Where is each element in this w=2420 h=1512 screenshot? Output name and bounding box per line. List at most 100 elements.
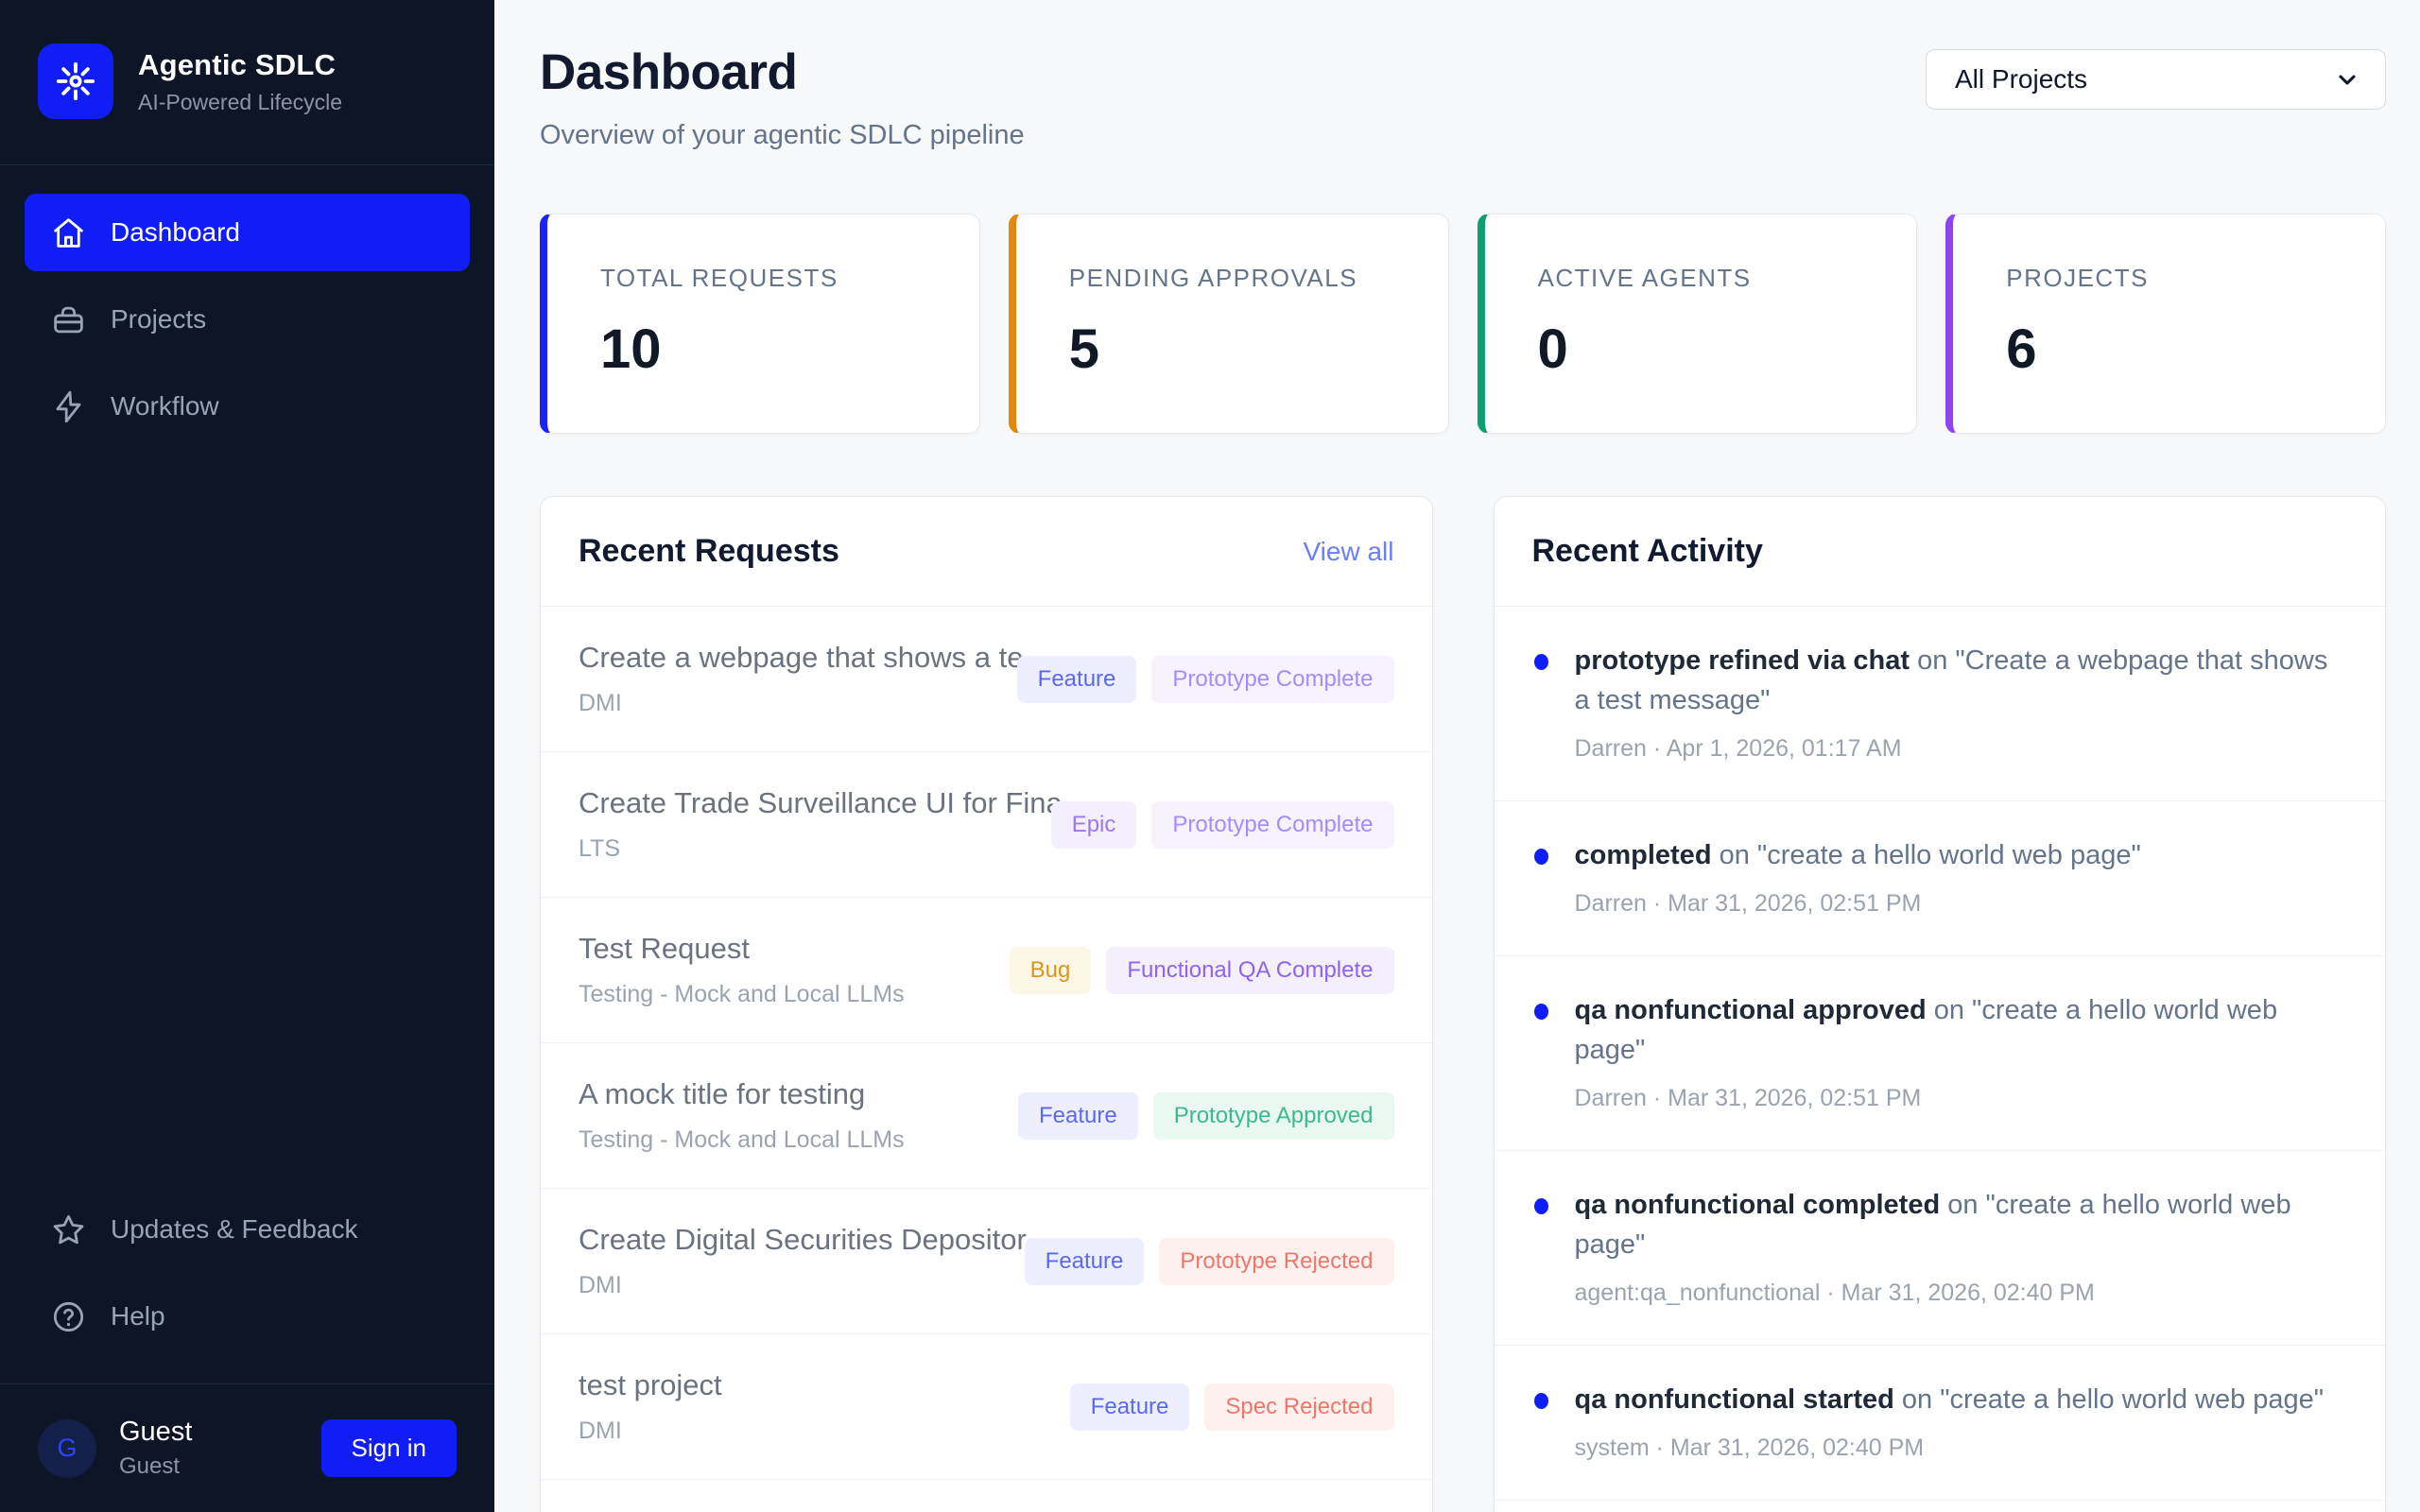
project-filter-value: All Projects	[1955, 64, 2088, 94]
activity-action: qa nonfunctional completed	[1574, 1190, 1941, 1221]
sidebar-item-updates-feedback[interactable]: Updates & Feedback	[25, 1191, 470, 1268]
badge-feature: Feature	[1017, 1091, 1138, 1140]
briefcase-icon	[51, 302, 86, 337]
request-badges: Feature Prototype Complete	[1016, 655, 1394, 703]
badge-functional-qa-complete: Functional QA Complete	[1106, 946, 1394, 994]
sidebar: Agentic SDLC AI-Powered Lifecycle Dashbo…	[0, 0, 494, 1512]
recent-requests-title: Recent Requests	[579, 533, 839, 569]
activity-dot-icon	[1533, 1393, 1548, 1410]
activity-target: "create a hello world web page"	[1940, 1384, 2325, 1416]
request-row[interactable]: Create Digital Securities Depositor... D…	[541, 1189, 1432, 1334]
recent-activity-title: Recent Activity	[1531, 533, 1763, 569]
stat-card-active-agents: ACTIVE AGENTS 0	[1477, 214, 1918, 434]
activity-item: completed on "create a hello world web p…	[1494, 801, 2385, 957]
stat-label: PROJECTS	[2006, 264, 2149, 292]
request-row[interactable]: test project DMI Feature Spec Rejected	[541, 1334, 1432, 1480]
activity-meta: agent:qa_nonfunctional · Mar 31, 2026, 0…	[1574, 1280, 2095, 1307]
activity-item: prototype refined via chat on "Create a …	[1494, 607, 2385, 802]
main-nav: Dashboard Projects Workflow	[0, 165, 494, 473]
sidebar-item-label: Dashboard	[111, 217, 240, 247]
avatar: G	[38, 1418, 96, 1478]
request-project: Testing - Mock and Local LLMs	[579, 1126, 905, 1153]
activity-action: completed	[1574, 840, 1712, 871]
project-filter-select[interactable]: All Projects	[1926, 49, 2386, 110]
page-title: Dashboard	[540, 44, 798, 100]
stat-card-pending-approvals: PENDING APPROVALS 5	[1008, 214, 1449, 434]
request-badges: Bug Functional QA Complete	[1009, 946, 1394, 994]
recent-requests-panel: Recent Requests View all Create a webpag…	[540, 496, 1433, 1512]
sidebar-divider	[0, 164, 494, 165]
request-title: Create Trade Surveillance UI for Fina...	[579, 786, 1087, 819]
request-project: Testing - Mock and Local LLMs	[579, 981, 905, 1007]
stat-label: PENDING APPROVALS	[1068, 264, 1358, 292]
badge-prototype-approved: Prototype Approved	[1152, 1091, 1394, 1140]
sidebar-item-projects[interactable]: Projects	[25, 281, 470, 358]
sidebar-item-label: Help	[111, 1301, 165, 1331]
page-subtitle: Overview of your agentic SDLC pipeline	[540, 120, 1025, 150]
footer-nav: Updates & Feedback Help	[0, 1162, 494, 1383]
request-title: Create a webpage that shows a te...	[579, 641, 1048, 674]
activity-target: "Create a webpage that shows a test mess…	[1574, 645, 2328, 716]
request-title: Test Request	[579, 932, 750, 965]
request-row[interactable]: Create Trade Surveillance UI for Fina...…	[541, 752, 1432, 898]
sidebar-item-dashboard[interactable]: Dashboard	[25, 194, 470, 271]
app-subtitle: AI-Powered Lifecycle	[138, 89, 343, 114]
stat-cards: TOTAL REQUESTS 10 PENDING APPROVALS 5 AC…	[540, 214, 2386, 434]
user-row: G Guest Guest Sign in	[0, 1384, 494, 1512]
badge-prototype-rejected: Prototype Rejected	[1159, 1237, 1394, 1285]
activity-dot-icon	[1533, 849, 1548, 866]
app-title: Agentic SDLC	[138, 47, 337, 81]
badge-spec-rejected: Spec Rejected	[1204, 1383, 1394, 1431]
stat-label: TOTAL REQUESTS	[600, 264, 838, 292]
badge-prototype-complete: Prototype Complete	[1151, 800, 1394, 849]
request-row[interactable]: Test Request Testing - Mock and Local LL…	[541, 898, 1432, 1043]
stat-value: 6	[2006, 318, 2037, 380]
activity-item: qa nonfunctional completed on "create a …	[1494, 1151, 2385, 1347]
activity-connector: on	[1711, 840, 1757, 871]
request-project: DMI	[579, 690, 622, 716]
request-badges: Feature Spec Rejected	[1069, 1383, 1394, 1431]
request-badges: Feature Prototype Rejected	[1024, 1237, 1394, 1285]
sidebar-item-label: Projects	[111, 304, 207, 334]
request-row[interactable]: Create a webpage that shows a te... DMI …	[541, 607, 1432, 752]
sidebar-item-label: Workflow	[111, 391, 219, 421]
stat-card-total-requests: TOTAL REQUESTS 10	[540, 214, 980, 434]
activity-connector: on	[1926, 995, 1973, 1026]
brand: Agentic SDLC AI-Powered Lifecycle	[0, 0, 494, 164]
stat-value: 0	[1537, 318, 1568, 380]
sign-in-button[interactable]: Sign in	[320, 1419, 457, 1477]
activity-target: "create a hello world web page"	[1756, 840, 2141, 871]
sidebar-divider	[0, 1383, 494, 1384]
home-icon	[51, 215, 86, 250]
badge-bug: Bug	[1009, 946, 1092, 994]
sidebar-item-workflow[interactable]: Workflow	[25, 368, 470, 445]
page-header: Dashboard Overview of your agentic SDLC …	[540, 43, 2386, 151]
request-title: Create Digital Securities Depositor...	[579, 1223, 1049, 1256]
sidebar-item-help[interactable]: Help	[25, 1278, 470, 1355]
activity-dot-icon	[1533, 1004, 1548, 1021]
activity-dot-icon	[1533, 1198, 1548, 1215]
view-all-link[interactable]: View all	[1303, 536, 1394, 566]
badge-feature: Feature	[1069, 1383, 1190, 1431]
badge-prototype-complete: Prototype Complete	[1151, 655, 1394, 703]
badge-feature: Feature	[1016, 655, 1137, 703]
stat-card-projects: PROJECTS 6	[1945, 214, 2386, 434]
activity-meta: Darren · Mar 31, 2026, 02:51 PM	[1574, 1085, 1922, 1112]
request-project: LTS	[579, 835, 620, 862]
request-title: test project	[579, 1368, 722, 1401]
app-logo	[38, 43, 113, 119]
recent-activity-panel: Recent Activity prototype refined via ch…	[1493, 496, 2386, 1512]
request-row[interactable]: A mock title for testing Testing - Mock …	[541, 1043, 1432, 1189]
activity-item: qa nonfunctional started on "create a he…	[1494, 1346, 2385, 1502]
activity-connector: on	[1893, 1384, 1941, 1416]
activity-connector: on	[1910, 645, 1956, 676]
request-row[interactable]: create a hello world web page FeatureDon…	[541, 1480, 1432, 1512]
activity-connector: on	[1940, 1190, 1986, 1221]
activity-meta: Darren · Mar 31, 2026, 02:51 PM	[1574, 890, 1922, 918]
request-badges: Epic Prototype Complete	[1050, 800, 1394, 849]
sparkle-icon	[54, 60, 97, 103]
star-icon	[51, 1212, 86, 1247]
activity-target: "create a hello world web page"	[1574, 995, 2278, 1066]
chevron-down-icon	[2334, 66, 2360, 93]
activity-action: prototype refined via chat	[1574, 645, 1910, 676]
